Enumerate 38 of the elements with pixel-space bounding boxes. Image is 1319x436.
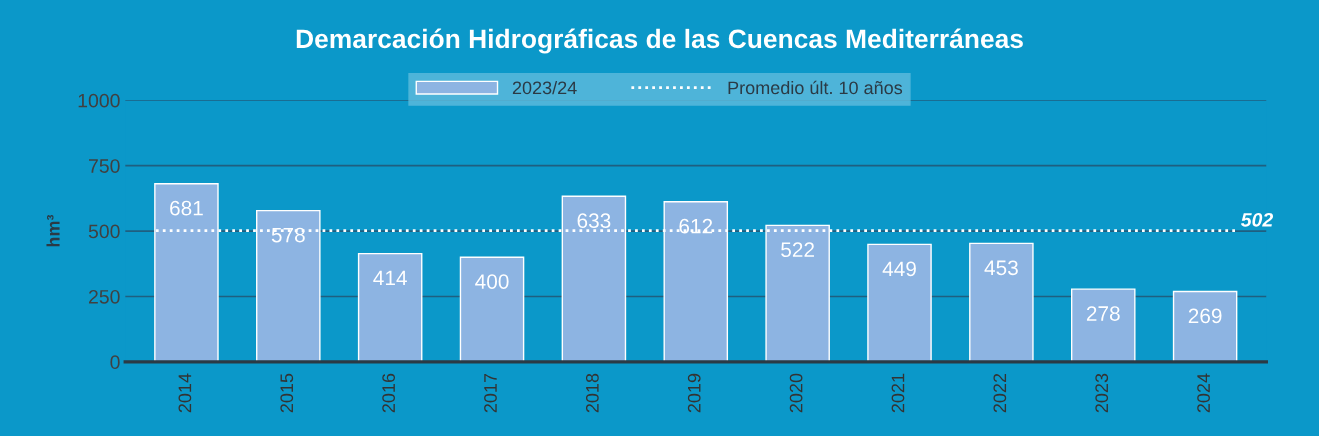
x-tick-label: 2020 xyxy=(789,373,803,413)
data-label: 400 xyxy=(475,274,509,289)
chart-title: Demarcación Hidrográficas de las Cuencas Mediterráneas xyxy=(296,28,1023,54)
x-tick-label: 2014 xyxy=(178,373,192,413)
data-label: 449 xyxy=(882,261,916,277)
data-label: 453 xyxy=(984,260,1018,276)
x-tick-label: 2021 xyxy=(891,373,905,413)
data-label: 522 xyxy=(781,242,814,258)
bar xyxy=(357,252,423,362)
bar xyxy=(459,256,525,362)
x-tick-label: 2019 xyxy=(687,373,701,413)
y-tick-label: 0 xyxy=(110,355,120,370)
bar xyxy=(1172,290,1238,362)
data-label: 681 xyxy=(170,200,203,216)
x-tick-label: 2022 xyxy=(993,373,1007,413)
legend-label: Promedio últ. 10 años xyxy=(728,80,903,95)
legend-label: 2023/24 xyxy=(512,80,577,95)
data-label: 633 xyxy=(577,213,611,229)
y-tick-label: 250 xyxy=(88,289,120,304)
bar xyxy=(969,242,1034,362)
annotation: 502 xyxy=(1240,212,1274,227)
data-label: 612 xyxy=(679,218,713,234)
bar xyxy=(867,243,932,362)
y-axis-title: hm³ xyxy=(46,214,60,247)
x-tick-label: 2018 xyxy=(585,373,599,413)
data-label: 578 xyxy=(271,227,305,243)
data-label: 269 xyxy=(1188,308,1222,324)
y-tick-label: 500 xyxy=(88,224,120,239)
x-tick-label: 2017 xyxy=(484,373,497,413)
x-tick-label: 2016 xyxy=(382,373,396,413)
x-tick-label: 2024 xyxy=(1197,373,1210,413)
x-tick-label: 2023 xyxy=(1095,373,1109,413)
bar xyxy=(1070,288,1136,362)
y-tick-label: 750 xyxy=(89,159,120,173)
data-label: 414 xyxy=(373,270,407,286)
data-label: 278 xyxy=(1086,306,1120,321)
x-tick-label: 2015 xyxy=(280,373,294,413)
y-tick-label: 1000 xyxy=(78,93,120,108)
